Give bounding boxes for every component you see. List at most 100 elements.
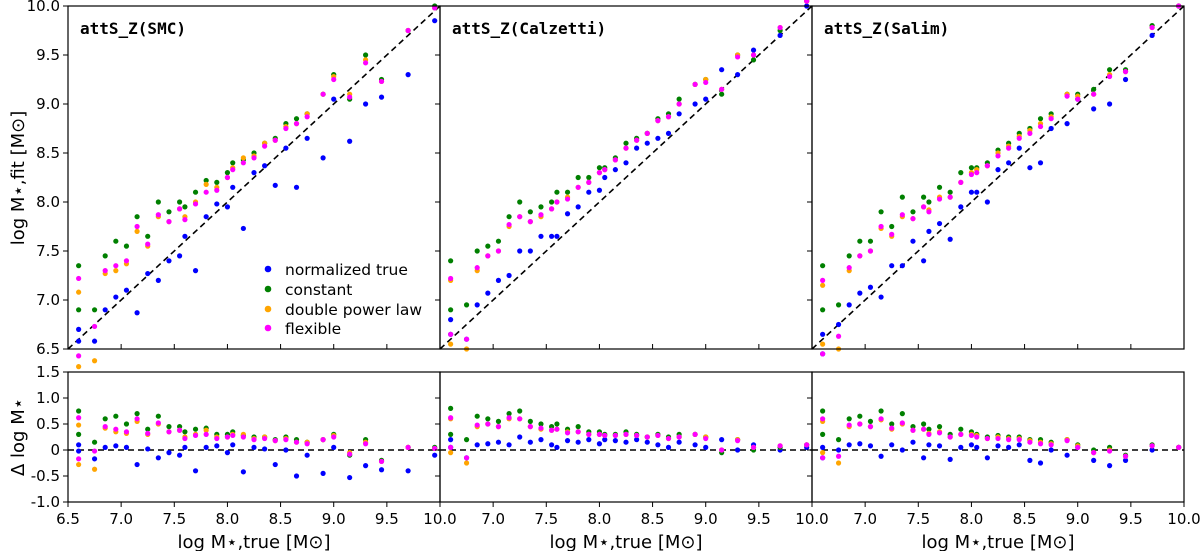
point-normalized-true-bottom: [623, 439, 629, 445]
point-flexible-top: [134, 223, 140, 230]
point-double-power-law-bottom: [203, 427, 209, 433]
point-normalized-true-top: [1107, 101, 1113, 107]
y-tick-label-top: 9.0: [36, 95, 60, 113]
point-normalized-true-top: [378, 94, 385, 100]
point-flexible-top: [926, 209, 932, 215]
point-flexible-top: [634, 137, 640, 143]
point-flexible-top: [272, 137, 278, 143]
y-tick-label-top: 7.0: [36, 291, 60, 309]
point-flexible-top: [1027, 130, 1033, 136]
point-constant-top: [968, 165, 975, 171]
point-normalized-true-top: [623, 160, 629, 166]
point-constant-bottom: [145, 426, 151, 432]
point-constant-top: [463, 302, 470, 308]
point-normalized-true-top: [867, 284, 874, 290]
point-flexible-bottom: [974, 434, 980, 440]
point-double-power-law-top: [240, 155, 246, 161]
legend-label-double-power-law: double power law: [285, 301, 422, 319]
point-flexible-bottom: [602, 432, 608, 439]
point-constant-top: [485, 243, 491, 249]
point-normalized-true-bottom: [166, 450, 172, 456]
point-normalized-true-bottom: [602, 437, 608, 443]
y-label-top: log M⋆,fit [M⊙]: [8, 111, 29, 245]
point-normalized-true-bottom: [251, 444, 257, 450]
point-flexible-top: [974, 170, 980, 176]
point-constant-bottom: [820, 408, 826, 414]
point-flexible-top: [1048, 116, 1054, 122]
point-constant-bottom: [936, 424, 943, 430]
point-flexible-top: [240, 160, 246, 166]
point-normalized-true-top: [192, 268, 199, 274]
point-constant-top: [719, 91, 725, 97]
point-normalized-true-top: [347, 138, 353, 144]
point-double-power-law-bottom: [91, 466, 98, 472]
point-constant-top: [192, 189, 199, 195]
x-tick-label: 7.5: [162, 510, 186, 528]
y-tick-label-top: 8.5: [36, 144, 60, 162]
point-flexible-top: [554, 199, 560, 205]
point-flexible-top: [655, 118, 661, 124]
point-flexible-top: [889, 231, 895, 237]
point-flexible-bottom: [612, 432, 618, 439]
point-flexible-bottom: [123, 429, 130, 435]
x-tick-label: 7.0: [109, 510, 133, 528]
point-flexible-bottom: [623, 431, 629, 437]
point-normalized-true-top: [703, 96, 709, 102]
point-normalized-true-bottom: [347, 474, 353, 481]
point-flexible-top: [910, 216, 916, 222]
point-normalized-true-top: [974, 189, 980, 195]
point-constant-bottom: [134, 411, 140, 417]
point-flexible-bottom: [564, 430, 571, 436]
point-constant-top: [293, 116, 300, 122]
point-constant-bottom: [857, 413, 863, 419]
point-constant-top: [554, 189, 560, 195]
point-normalized-true-bottom: [76, 448, 82, 454]
point-normalized-true-top: [575, 204, 581, 210]
point-flexible-bottom: [1064, 438, 1070, 444]
point-flexible-bottom: [134, 416, 140, 422]
point-constant-top: [835, 302, 842, 308]
point-flexible-top: [692, 81, 698, 87]
panel-title-3: attS_Z(Salim): [824, 19, 949, 38]
point-flexible-bottom: [846, 422, 852, 428]
point-normalized-true-bottom: [1149, 447, 1155, 453]
point-normalized-true-top: [921, 258, 927, 264]
point-normalized-true-top: [240, 225, 246, 232]
point-constant-top: [214, 179, 220, 185]
point-constant-bottom: [76, 431, 82, 437]
point-normalized-true-bottom: [735, 447, 741, 453]
point-constant-top: [76, 263, 82, 269]
point-constant-bottom: [448, 431, 454, 437]
point-constant-top: [846, 253, 852, 259]
point-normalized-true-top: [777, 32, 783, 39]
point-normalized-true-bottom: [331, 444, 337, 450]
point-normalized-true-top: [177, 253, 183, 259]
point-constant-top: [448, 258, 454, 264]
point-flexible-bottom: [820, 455, 826, 461]
x-tick-label: 7.5: [534, 510, 558, 528]
point-flexible-bottom: [91, 448, 98, 454]
point-constant-bottom: [549, 424, 555, 430]
point-constant-top: [926, 199, 932, 205]
point-flexible-top: [76, 275, 82, 282]
point-flexible-top: [527, 219, 533, 225]
point-constant-bottom: [463, 437, 470, 443]
legend: normalized true constant double power la…: [264, 261, 422, 338]
point-normalized-true-top: [320, 155, 326, 161]
point-normalized-true-bottom: [676, 439, 682, 445]
x-tick-label: 8.0: [959, 510, 983, 528]
point-flexible-bottom: [1075, 444, 1081, 450]
point-flexible-bottom: [554, 426, 560, 432]
point-flexible-bottom: [665, 435, 672, 442]
point-normalized-true-top: [91, 338, 98, 344]
point-normalized-true-bottom: [113, 443, 119, 449]
point-double-power-law-top: [113, 268, 119, 274]
point-normalized-true-bottom: [867, 443, 874, 449]
point-constant-top: [145, 233, 151, 239]
x-tick-label: 8.0: [587, 510, 611, 528]
point-normalized-true-bottom: [575, 439, 581, 445]
point-flexible-top: [867, 248, 874, 254]
point-normalized-true-top: [155, 277, 161, 283]
point-normalized-true-bottom: [1091, 457, 1097, 463]
point-normalized-true-bottom: [527, 439, 533, 445]
